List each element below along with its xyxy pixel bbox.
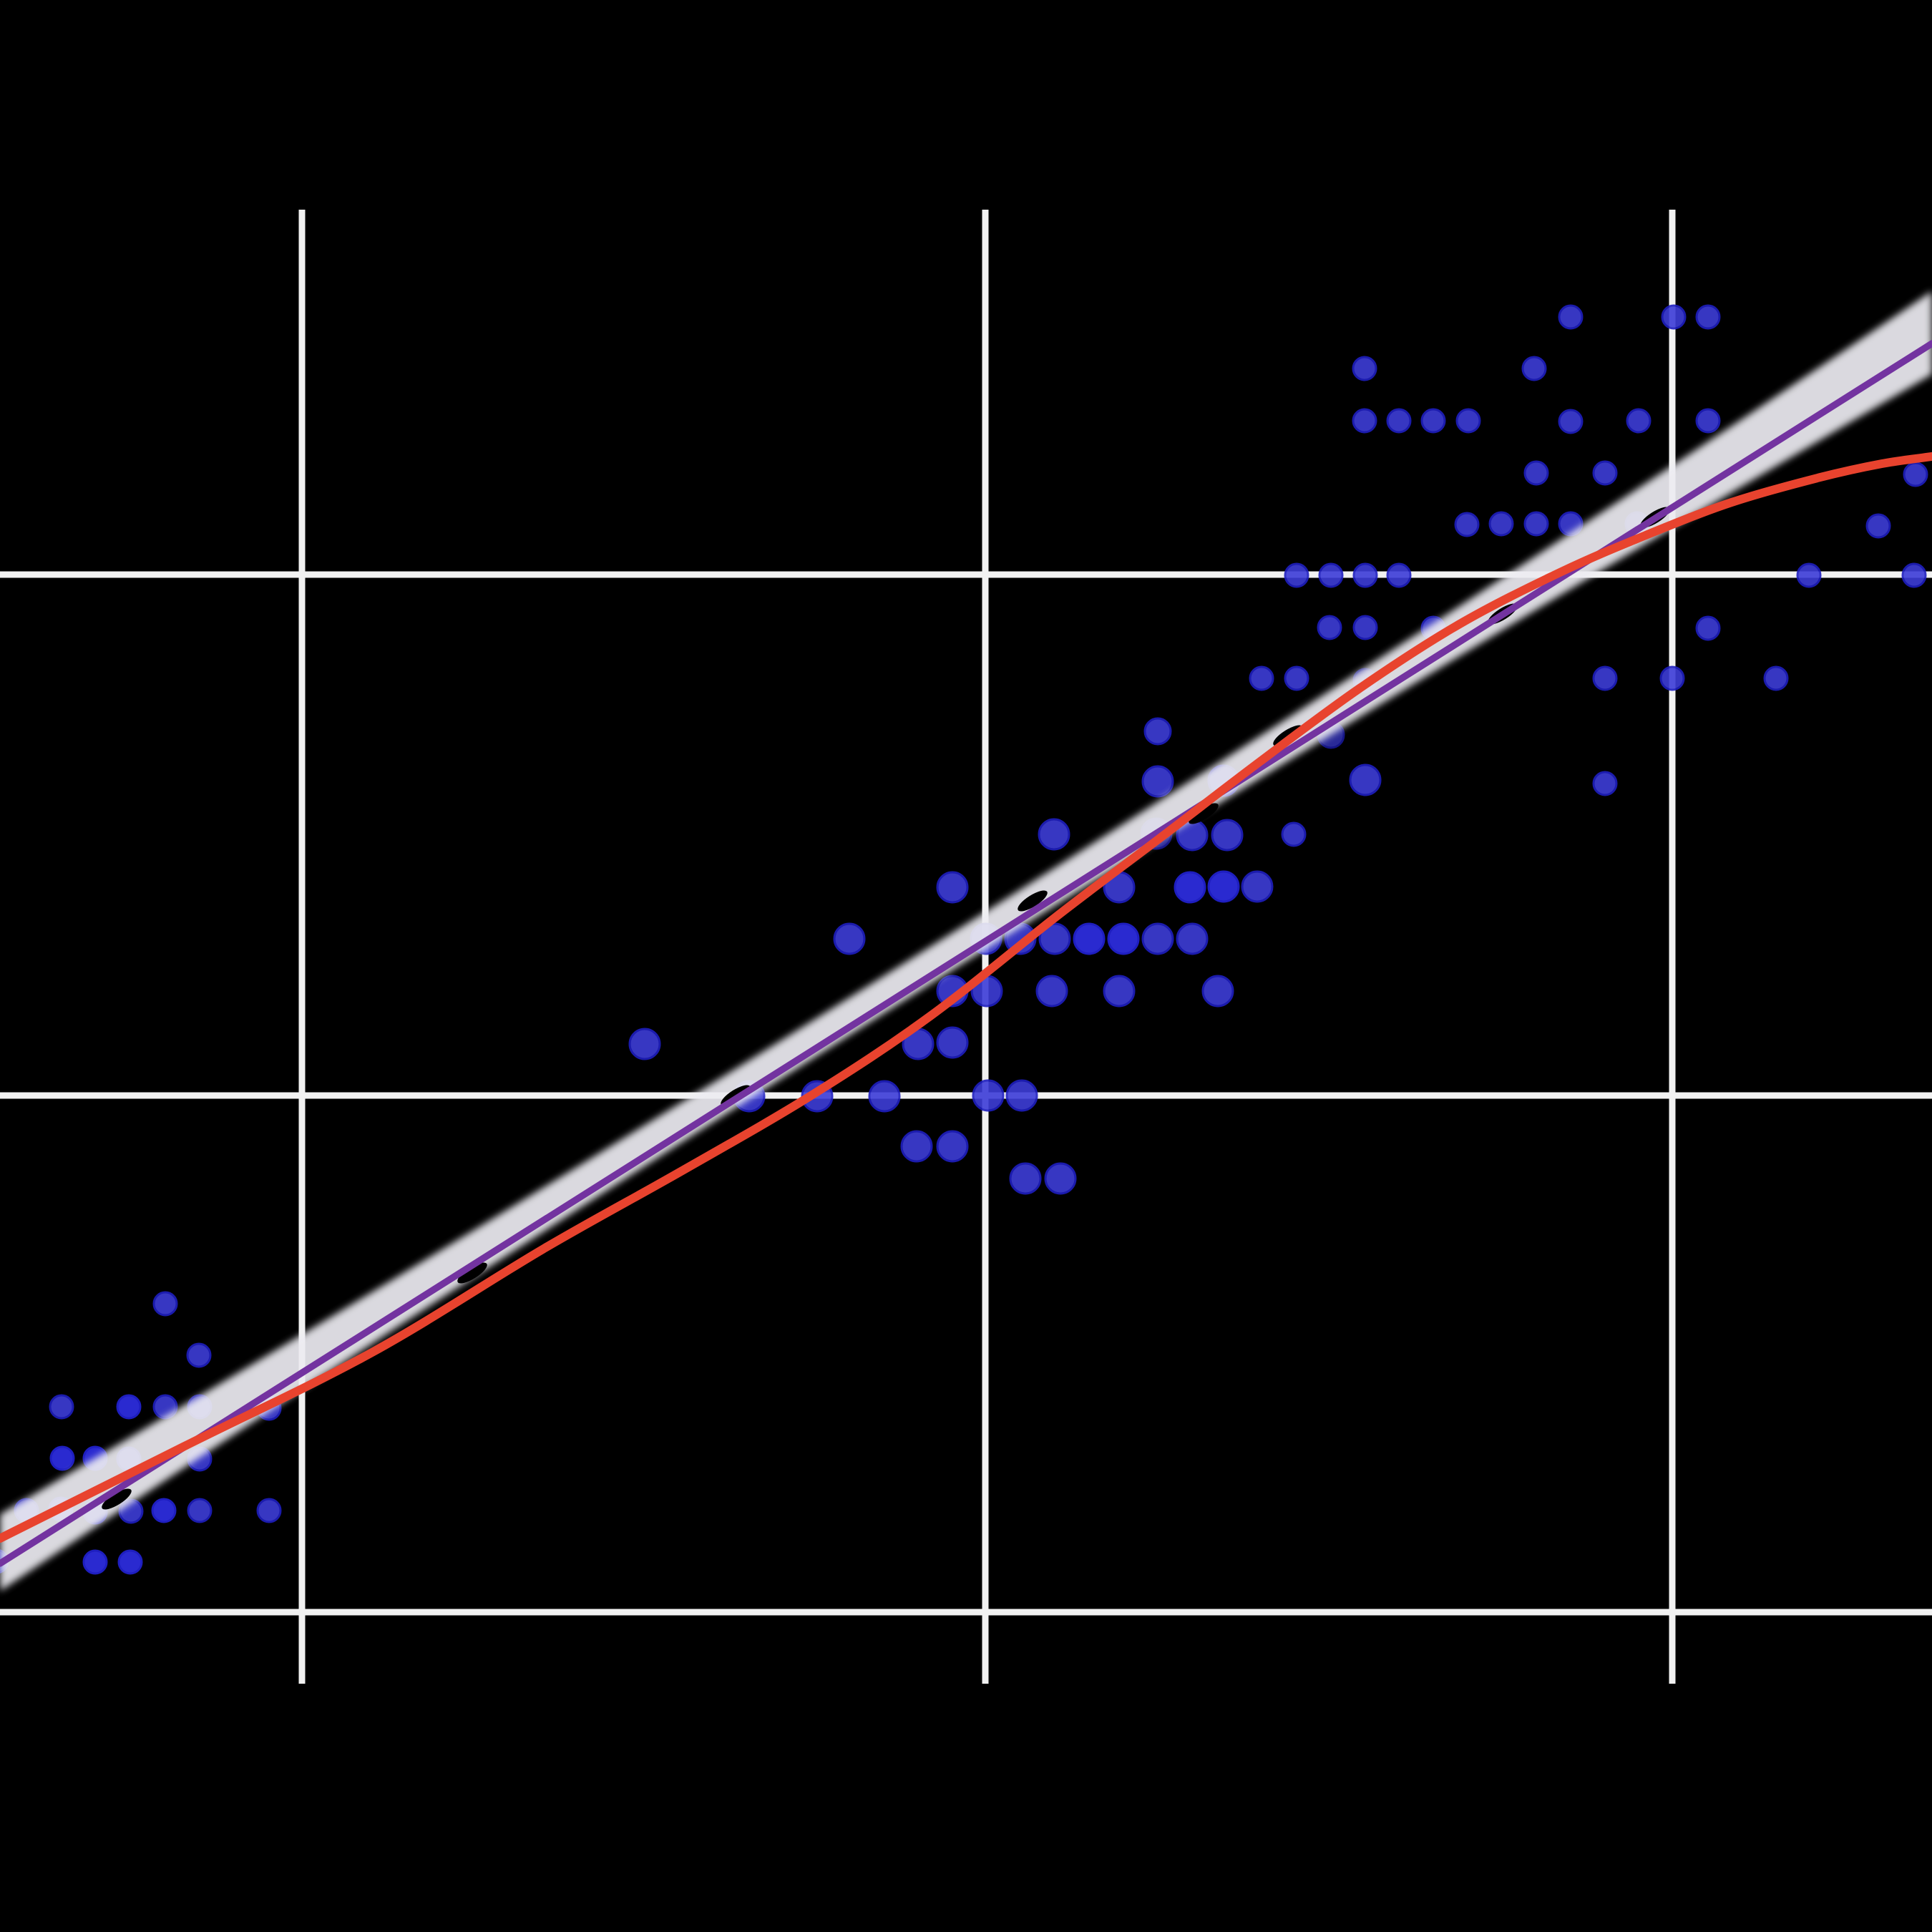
data-point: [868, 1080, 901, 1113]
data-point: [628, 1028, 661, 1060]
dash-mark: [1018, 890, 1048, 912]
data-point: [900, 1130, 933, 1163]
loess-curve: [0, 452, 1932, 1543]
data-point: [1281, 821, 1307, 847]
data-point: [1143, 717, 1172, 746]
data-point: [1141, 922, 1174, 955]
data-point: [1201, 975, 1234, 1008]
data-point: [1558, 409, 1584, 434]
data-point: [1386, 408, 1412, 434]
data-point: [1107, 922, 1140, 955]
data-point: [1352, 408, 1377, 434]
data-point: [1626, 408, 1652, 434]
data-point: [833, 922, 866, 955]
data-point: [49, 1394, 74, 1420]
data-point: [1796, 562, 1822, 588]
data-point: [1523, 511, 1549, 537]
data-point: [1903, 462, 1928, 487]
data-point: [1284, 665, 1309, 691]
data-point: [1284, 562, 1309, 588]
data-point: [1592, 771, 1618, 796]
data-point: [1174, 871, 1206, 904]
data-point: [1521, 356, 1547, 381]
data-point: [1249, 665, 1274, 691]
data-point: [936, 871, 969, 904]
data-point: [151, 1498, 177, 1523]
data-point: [972, 1079, 1005, 1112]
data-point: [1035, 975, 1068, 1008]
data-point: [1523, 460, 1549, 486]
data-point: [1763, 665, 1789, 691]
data-point: [117, 1549, 143, 1575]
data-point: [1901, 562, 1927, 588]
data-point: [1352, 615, 1378, 640]
data-point: [1349, 763, 1382, 796]
data-point: [1695, 304, 1721, 330]
data-point: [187, 1498, 213, 1523]
data-point: [936, 1130, 969, 1163]
data-point: [1176, 922, 1209, 955]
data-point: [1073, 922, 1106, 955]
data-point: [1103, 975, 1136, 1008]
data-point: [1488, 511, 1514, 537]
data-point: [1318, 562, 1344, 588]
data-point: [1454, 512, 1480, 537]
data-point: [1592, 665, 1618, 691]
data-point: [1420, 408, 1446, 434]
data-point: [1044, 1162, 1077, 1195]
data-point: [82, 1549, 108, 1575]
data-point: [1695, 408, 1721, 434]
data-point: [186, 1342, 212, 1368]
data-point: [152, 1291, 178, 1317]
dash-mark: [1189, 803, 1219, 824]
data-point: [1695, 615, 1721, 641]
dash-mark: [102, 1488, 132, 1510]
data-point: [1317, 615, 1342, 640]
data-point: [256, 1498, 282, 1523]
dash-mark: [457, 1262, 487, 1284]
data-point: [1241, 870, 1274, 903]
data-point: [1386, 562, 1412, 588]
data-point: [1592, 460, 1618, 486]
data-point: [49, 1445, 75, 1471]
data-point: [1005, 1079, 1038, 1112]
data-point: [1038, 922, 1071, 955]
data-point: [1038, 818, 1070, 851]
data-point: [1352, 562, 1378, 588]
data-point: [1207, 870, 1240, 903]
data-point: [1352, 356, 1377, 381]
data-point: [1211, 819, 1244, 852]
data-point: [936, 1026, 969, 1059]
data-point: [1009, 1162, 1042, 1195]
data-point: [1141, 765, 1174, 798]
data-point: [116, 1394, 142, 1420]
data-point: [1558, 304, 1584, 330]
data-point: [1865, 513, 1891, 539]
data-point: [1455, 408, 1481, 434]
data-point: [1661, 304, 1687, 330]
data-point: [1659, 665, 1685, 691]
